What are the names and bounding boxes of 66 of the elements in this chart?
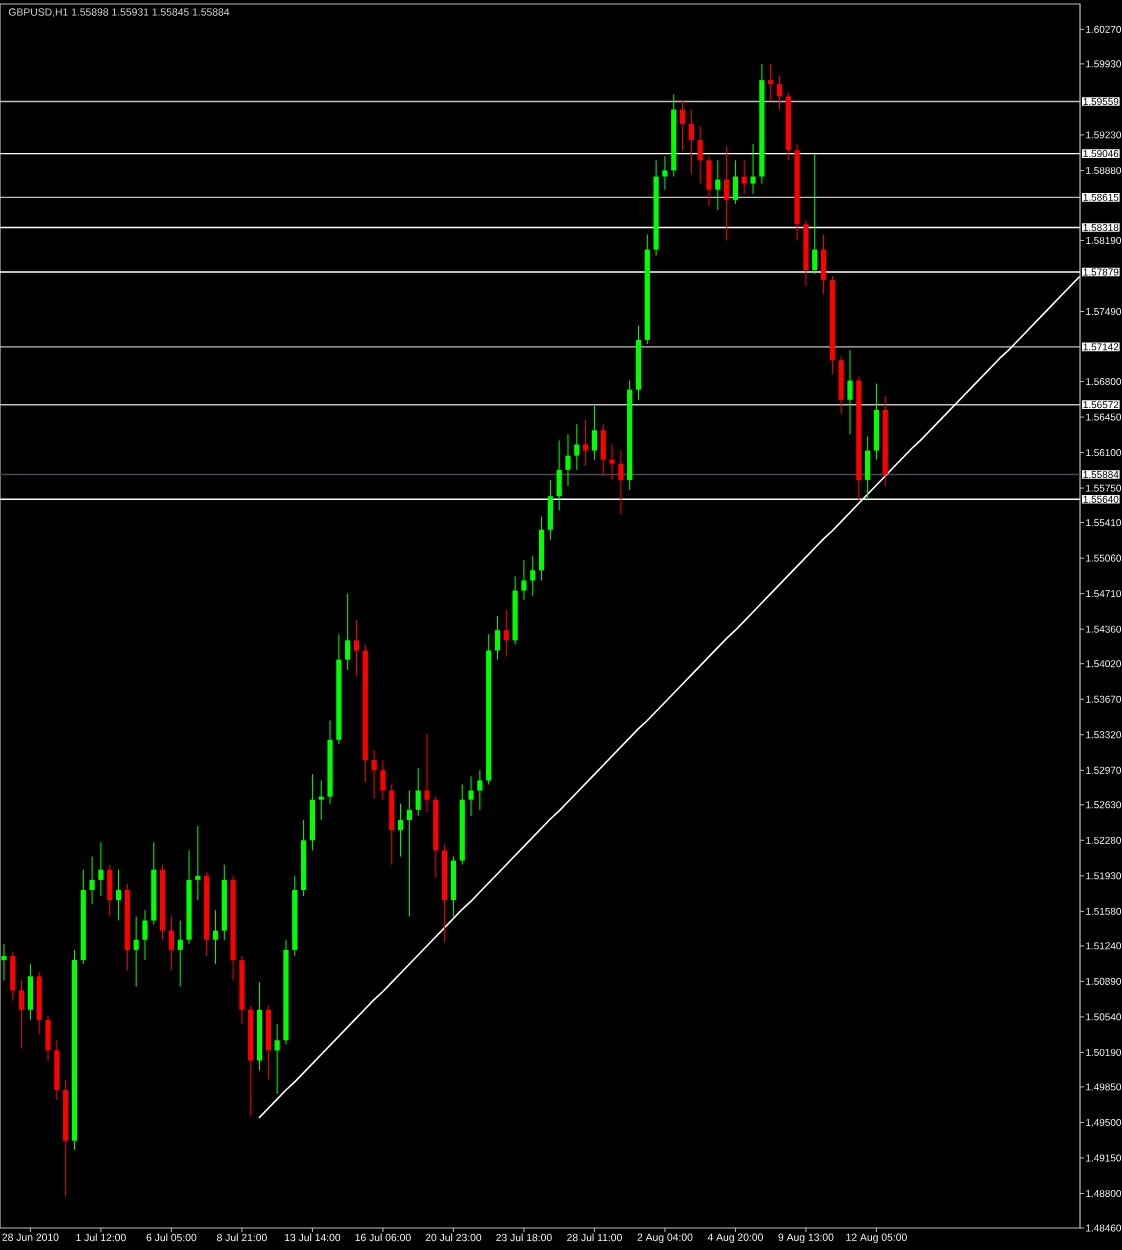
candlestick (618, 450, 624, 515)
candlestick (397, 803, 404, 858)
candlestick (18, 979, 25, 1049)
candlestick (265, 1005, 271, 1081)
candlestick (450, 856, 457, 917)
candlestick (195, 825, 201, 901)
candlestick (98, 841, 104, 897)
candlestick (371, 749, 377, 800)
candlestick (838, 355, 844, 415)
candlestick (679, 99, 686, 151)
candlestick (10, 951, 16, 1002)
candlestick (318, 779, 324, 821)
candlestick (309, 773, 316, 851)
candlestick (36, 971, 42, 1035)
candlestick (715, 159, 721, 211)
candlestick (415, 767, 421, 817)
candlestick (27, 963, 34, 1021)
candlestick (768, 63, 774, 101)
candlestick (538, 516, 545, 581)
candlestick (547, 479, 553, 541)
candlestick (847, 349, 853, 435)
candlestick (600, 423, 606, 477)
candlestick (142, 909, 148, 961)
candlestick (168, 915, 175, 971)
candlestick (865, 435, 871, 499)
candlestick (820, 233, 827, 295)
candlestick (574, 423, 580, 471)
candlestick (565, 433, 571, 487)
candlestick (609, 443, 615, 481)
candlestick (212, 909, 219, 965)
candlestick (424, 733, 430, 813)
candlestick (803, 219, 809, 287)
candlestick (503, 609, 509, 658)
candlestick (556, 439, 562, 511)
candlestick (89, 856, 95, 905)
candlestick (750, 143, 756, 195)
candlestick (697, 125, 703, 185)
candlestick (45, 1015, 51, 1062)
candlestick (54, 1039, 60, 1101)
candlestick (530, 555, 536, 597)
candlestick (812, 153, 818, 275)
candlestick (591, 405, 598, 461)
candlestick (776, 75, 783, 111)
candlestick (732, 159, 739, 205)
candlestick (873, 383, 880, 461)
candlestick (133, 915, 139, 987)
candlestick (406, 790, 412, 917)
candlestick (741, 159, 747, 195)
candlestick (477, 769, 483, 811)
candlestick (345, 593, 351, 671)
candlestick (107, 864, 113, 917)
candlestick (389, 783, 395, 866)
candlestick (521, 559, 527, 601)
candlestick (468, 775, 474, 817)
candlestick (353, 619, 360, 677)
candlestick (688, 109, 694, 175)
candlestick (115, 869, 122, 921)
candlestick (494, 615, 501, 661)
candlestick (274, 1023, 280, 1095)
candlestick (1, 943, 7, 981)
candlestick (706, 155, 712, 207)
candlestick (380, 759, 386, 801)
candlestick (662, 155, 668, 191)
candlestick (724, 145, 730, 241)
candlestick (177, 919, 183, 987)
candlestick (583, 419, 589, 467)
